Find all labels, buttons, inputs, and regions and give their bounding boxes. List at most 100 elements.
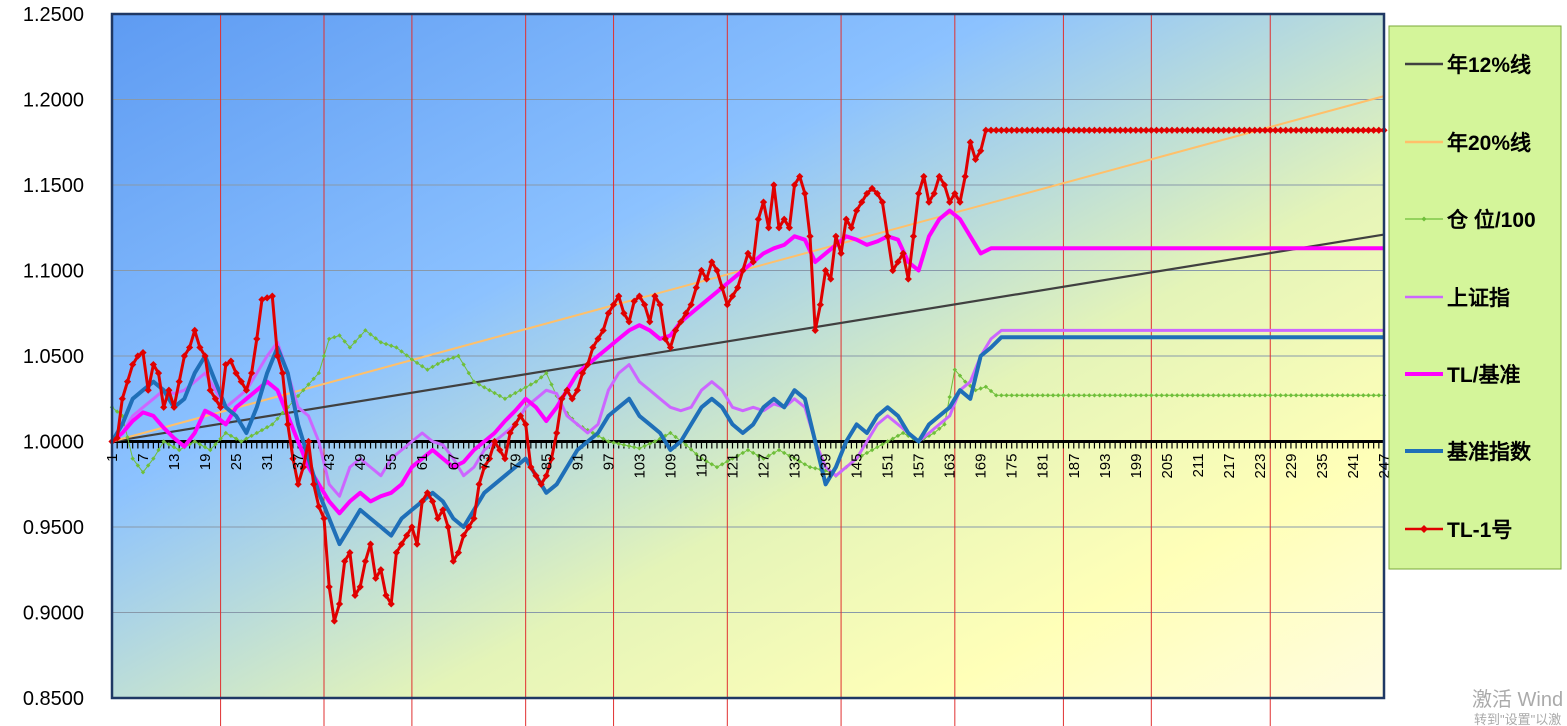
position-marker bbox=[404, 353, 409, 358]
tl1-marker bbox=[1266, 126, 1274, 134]
y-tick-label: 0.8500 bbox=[23, 688, 84, 710]
tl1-marker bbox=[527, 463, 535, 471]
position-marker bbox=[942, 422, 947, 427]
legend-label: 年12%线 bbox=[1447, 53, 1531, 77]
tl1-marker bbox=[1028, 126, 1036, 134]
tl1-marker bbox=[1333, 126, 1342, 134]
tl1-marker bbox=[1111, 126, 1119, 134]
tl1-marker bbox=[723, 301, 731, 309]
tl1-marker bbox=[604, 309, 612, 317]
position-marker bbox=[787, 453, 792, 458]
y-tick-label: 1.2500 bbox=[23, 4, 84, 26]
position-marker bbox=[197, 442, 203, 447]
tl1-marker bbox=[480, 463, 488, 471]
tl1-marker bbox=[346, 549, 354, 557]
tl1-marker bbox=[1002, 126, 1011, 134]
tl1-marker bbox=[1080, 126, 1088, 134]
x-tick-label: 235 bbox=[1314, 454, 1331, 479]
tl1-marker bbox=[909, 232, 918, 240]
x-tick-label: 43 bbox=[321, 454, 338, 471]
position-marker bbox=[145, 463, 151, 468]
position-marker bbox=[218, 436, 223, 441]
position-marker bbox=[632, 445, 637, 450]
x-tick-label: 145 bbox=[849, 454, 866, 479]
x-tick-label: 91 bbox=[569, 454, 586, 471]
tl1-marker bbox=[1344, 126, 1352, 134]
tl1-marker bbox=[1261, 126, 1269, 134]
position-marker bbox=[1066, 393, 1071, 398]
tl1-marker bbox=[589, 343, 597, 352]
x-tick-label: 121 bbox=[724, 454, 741, 479]
tl1-marker bbox=[511, 420, 519, 428]
tl1-marker bbox=[1328, 126, 1336, 134]
tl1-marker bbox=[816, 301, 824, 309]
position-marker bbox=[399, 349, 404, 354]
tl1-marker bbox=[248, 369, 256, 377]
tl1-marker bbox=[977, 147, 985, 155]
tl1-marker bbox=[547, 455, 556, 463]
position-marker bbox=[1376, 393, 1382, 398]
position-marker bbox=[259, 427, 265, 433]
tl1-marker bbox=[630, 297, 638, 305]
tl1-marker bbox=[744, 249, 752, 257]
tl1-marker bbox=[1199, 126, 1207, 134]
tl1-marker bbox=[1178, 126, 1186, 134]
position-marker bbox=[125, 435, 130, 440]
tl1-marker bbox=[1313, 126, 1321, 134]
tl1-marker bbox=[310, 480, 318, 488]
position-marker bbox=[616, 441, 621, 446]
position-marker bbox=[937, 426, 942, 431]
tl1-marker bbox=[687, 301, 695, 309]
position-marker bbox=[750, 450, 756, 456]
legend-label: 基准指数 bbox=[1447, 441, 1532, 464]
tl1-marker bbox=[134, 352, 142, 360]
tl1-marker bbox=[1168, 126, 1176, 134]
position-marker bbox=[1071, 393, 1076, 398]
position-marker bbox=[502, 396, 508, 401]
tl1-marker bbox=[315, 502, 323, 511]
position-marker bbox=[683, 442, 689, 448]
tl1-marker bbox=[1287, 126, 1295, 134]
position-marker bbox=[962, 379, 968, 384]
tl1-marker bbox=[372, 574, 380, 582]
y-tick-label: 0.9500 bbox=[23, 517, 84, 539]
tl1-marker bbox=[485, 455, 494, 463]
tl1-marker bbox=[237, 378, 245, 386]
position-marker bbox=[1221, 393, 1226, 398]
x-tick-label: 187 bbox=[1066, 454, 1083, 479]
position-marker bbox=[885, 439, 890, 444]
tl1-marker bbox=[1127, 126, 1135, 134]
position-marker bbox=[993, 393, 999, 398]
tl1-marker bbox=[1013, 126, 1021, 134]
tl1-marker bbox=[997, 126, 1005, 134]
position-marker bbox=[482, 385, 487, 390]
x-tick-label: 31 bbox=[259, 454, 276, 471]
position-marker bbox=[409, 357, 415, 362]
position-marker bbox=[1257, 393, 1263, 398]
x-tick-label: 61 bbox=[414, 454, 431, 471]
position-marker bbox=[704, 459, 709, 464]
position-marker bbox=[694, 451, 699, 457]
position-marker bbox=[1371, 393, 1376, 398]
tl1-marker bbox=[770, 181, 778, 189]
position-marker bbox=[1340, 393, 1345, 398]
tl1-marker bbox=[144, 386, 152, 394]
legend-item-position: 仓 位/100 bbox=[1405, 208, 1536, 232]
y-tick-label: 1.2000 bbox=[23, 90, 84, 112]
tl1-marker bbox=[728, 292, 737, 300]
position-marker bbox=[637, 446, 642, 451]
tl1-marker bbox=[1116, 126, 1124, 134]
position-marker bbox=[781, 450, 787, 456]
tl1-marker bbox=[1225, 126, 1233, 134]
tl1-marker bbox=[428, 497, 437, 505]
tl1-marker bbox=[501, 455, 509, 463]
position-marker bbox=[1252, 393, 1257, 398]
tl1-marker bbox=[284, 420, 292, 428]
tl1-marker bbox=[1023, 126, 1031, 134]
tl1-marker bbox=[894, 258, 902, 266]
tl1-marker bbox=[227, 357, 235, 365]
position-marker bbox=[549, 382, 554, 387]
legend-label: 上证指 bbox=[1447, 287, 1510, 310]
x-tick-label: 7 bbox=[135, 454, 152, 462]
